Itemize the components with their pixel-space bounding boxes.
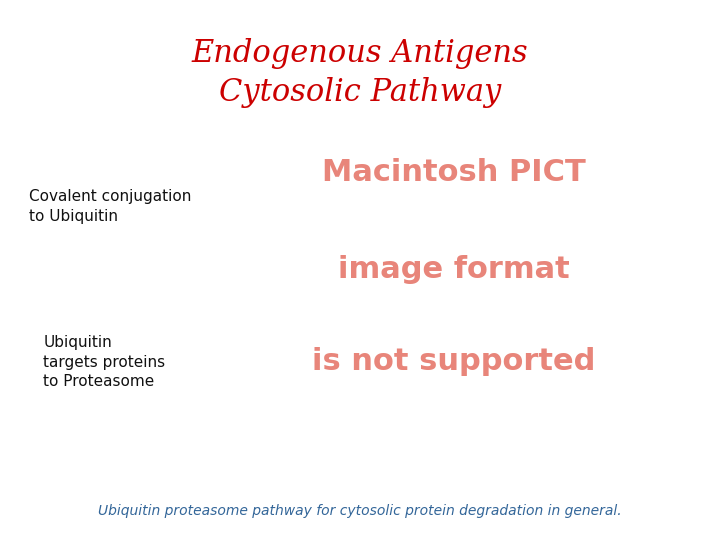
Text: Ubiquitin
targets proteins
to Proteasome: Ubiquitin targets proteins to Proteasome [43,335,166,389]
Text: Covalent conjugation
to Ubiquitin: Covalent conjugation to Ubiquitin [29,189,192,224]
Text: Endogenous Antigens
Cytosolic Pathway: Endogenous Antigens Cytosolic Pathway [192,38,528,108]
Text: Macintosh PICT: Macintosh PICT [322,158,585,187]
Text: image format: image format [338,255,570,285]
Text: is not supported: is not supported [312,347,595,376]
Text: Ubiquitin proteasome pathway for cytosolic protein degradation in general.: Ubiquitin proteasome pathway for cytosol… [98,504,622,518]
